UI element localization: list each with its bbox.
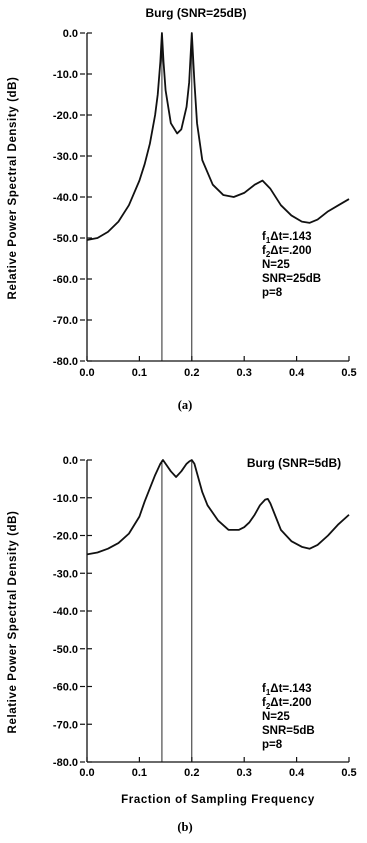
panel-a-param-n: N=25 — [262, 259, 290, 271]
panel-a-param-snr: SNR=25dB — [262, 273, 321, 285]
panel-a-y-tick-label: -30.0 — [53, 151, 78, 163]
panel-a-x-tick-label: 0.5 — [341, 367, 356, 379]
panel-a-param-f1: f1Δt=.143 — [262, 231, 312, 245]
panel-b-y-tick-label: -30.0 — [53, 568, 78, 580]
panel-b-spectrum-line — [86, 459, 350, 556]
panel-b: Burg (SNR=5dB) Relative Power Spectral D… — [7, 455, 357, 834]
panel-a-x-tick-label: 0.0 — [79, 367, 94, 379]
panel-b-param-f1: f1Δt=.143 — [262, 683, 312, 697]
panel-b-y-tick-label: -80.0 — [53, 757, 78, 769]
panel-b-y-axis-label: Relative Power Spectral Density (dB) — [7, 511, 19, 734]
panel-b-y-tick-label: -70.0 — [53, 719, 78, 731]
panel-a-title: Burg (SNR=25dB) — [145, 6, 246, 20]
panel-a: Burg (SNR=25dB) Relative Power Spectral … — [7, 6, 357, 412]
panel-b-y-tick-label: -40.0 — [53, 606, 78, 618]
panel-b-y-tick-label: -20.0 — [53, 531, 78, 543]
panel-a-x-tick-label: 0.4 — [289, 367, 305, 379]
panel-b-x-tick-label: 0.5 — [341, 767, 356, 779]
panel-a-param-p: p=8 — [262, 287, 283, 299]
panel-b-title: Burg (SNR=5dB) — [247, 456, 341, 470]
panel-b-x-tick-label: 0.2 — [184, 767, 199, 779]
panel-b-y-tick-label: -50.0 — [53, 644, 78, 656]
panel-b-param-n: N=25 — [262, 711, 290, 723]
panel-b-x-tick-label: 0.4 — [289, 767, 305, 779]
panel-a-y-tick-label: -50.0 — [53, 233, 78, 245]
panel-a-y-tick-label: -60.0 — [53, 274, 78, 286]
panel-b-param-p: p=8 — [262, 739, 283, 751]
panel-a-y-tick-label: -20.0 — [53, 110, 78, 122]
panel-a-y-tick-label: 0.0 — [63, 28, 78, 40]
panel-a-param-f2: f2Δt=.200 — [262, 245, 312, 259]
panel-a-y-tick-label: -10.0 — [53, 69, 78, 81]
panel-b-y-tick-label: -60.0 — [53, 682, 78, 694]
panel-b-label: (b) — [177, 820, 192, 834]
panel-a-x-tick-label: 0.2 — [184, 367, 199, 379]
panel-b-param-snr: SNR=5dB — [262, 725, 315, 737]
panel-b-y-tick-label: 0.0 — [63, 455, 78, 467]
panel-b-y-tick-label: -10.0 — [53, 493, 78, 505]
panel-b-param-f2: f2Δt=.200 — [262, 697, 312, 711]
panel-b-x-tick-label: 0.3 — [237, 767, 252, 779]
panel-a-y-axis-label: Relative Power Spectral Density (dB) — [7, 77, 19, 300]
panel-a-x-tick-label: 0.3 — [237, 367, 252, 379]
panel-a-label: (a) — [178, 398, 193, 412]
panel-b-x-tick-label: 0.0 — [79, 767, 94, 779]
panel-a-y-tick-label: -40.0 — [53, 192, 78, 204]
panel-b-x-axis-label: Fraction of Sampling Frequency — [121, 794, 315, 806]
panel-b-x-tick-label: 0.1 — [132, 767, 147, 779]
panel-a-spectrum-line — [86, 32, 350, 241]
panel-a-y-tick-label: -80.0 — [53, 356, 78, 368]
panel-a-y-tick-label: -70.0 — [53, 315, 78, 327]
panel-a-x-tick-label: 0.1 — [132, 367, 147, 379]
